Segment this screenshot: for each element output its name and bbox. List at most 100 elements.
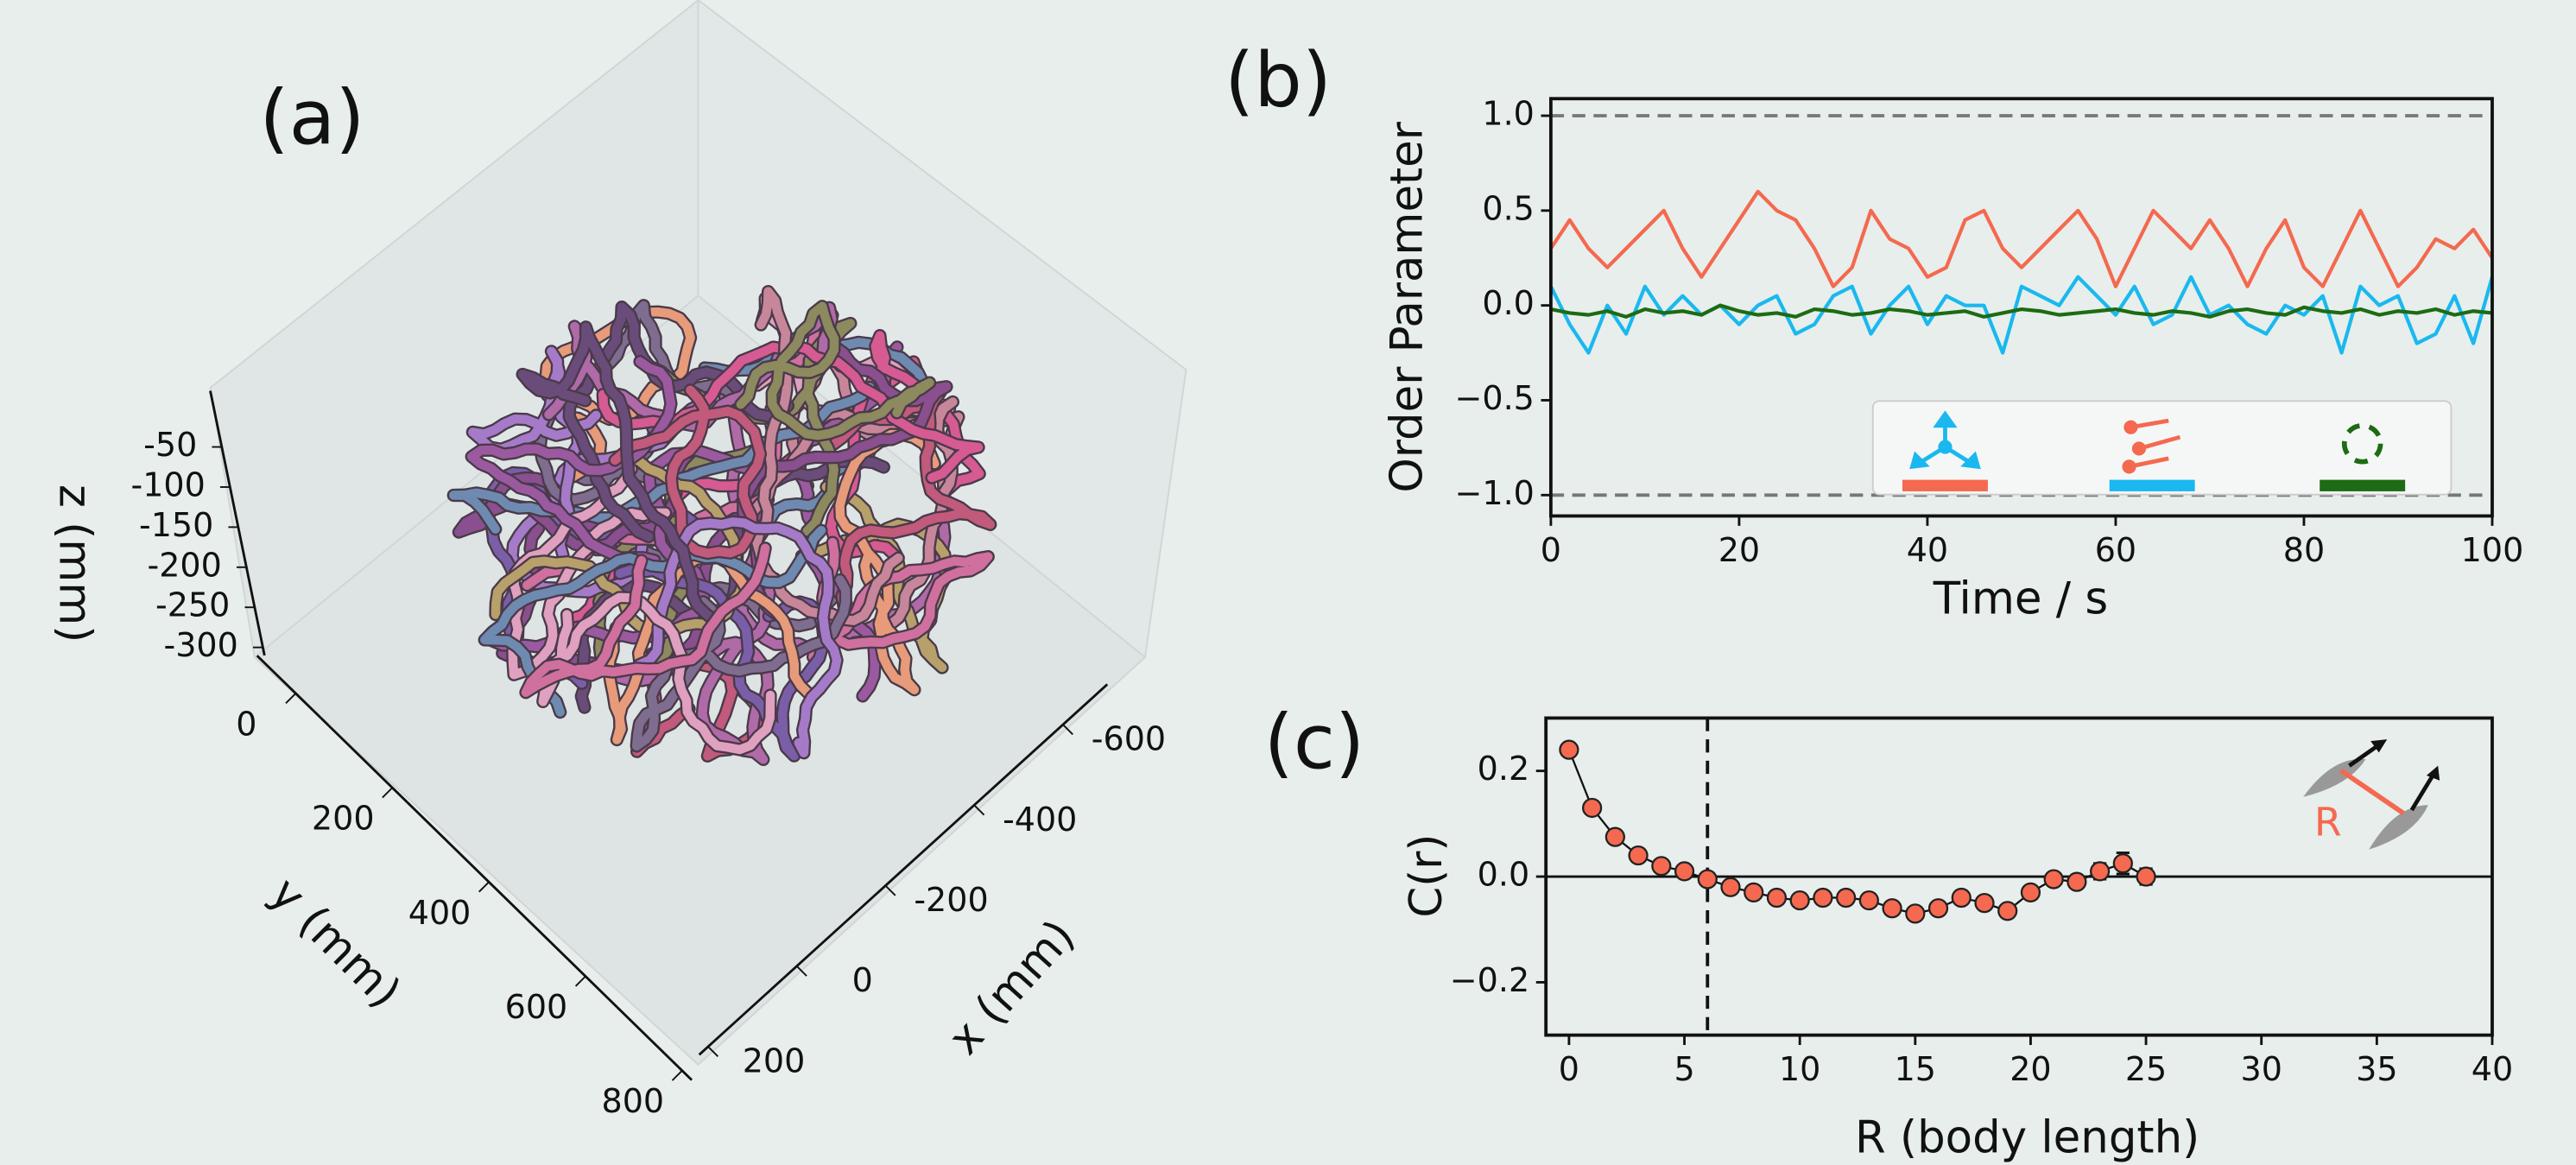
data-point — [1905, 903, 1926, 924]
trajectory — [521, 543, 770, 698]
tick-mark — [382, 787, 393, 799]
tick-mark — [884, 884, 896, 896]
x-tick-label: 40 — [1907, 531, 1948, 569]
data-point — [1813, 887, 1833, 909]
panel-label: (a) — [260, 74, 365, 162]
x-tick-label: 40 — [2472, 1050, 2513, 1088]
y-axis — [256, 655, 693, 1081]
x-tick-label: -600 — [1092, 720, 1166, 758]
y-tick-label: 400 — [408, 894, 472, 932]
trajectory — [736, 301, 934, 440]
y-tick-label: −0.5 — [1455, 379, 1535, 417]
x-tick-label: 20 — [2010, 1050, 2051, 1088]
series-line — [1549, 189, 2494, 288]
x-tick-label: 35 — [2356, 1050, 2397, 1088]
z-tick-label: -150 — [139, 506, 213, 544]
data-point — [2136, 866, 2156, 887]
data-point — [2066, 871, 2087, 892]
fish-shape — [2303, 758, 2366, 797]
trajectory — [748, 397, 958, 630]
trajectory — [752, 287, 903, 625]
y-axis-label: y (mm) — [260, 868, 411, 1019]
x-tick-label: -200 — [914, 881, 988, 919]
x-tick-label: 0 — [852, 961, 873, 999]
panel-label: (b) — [1225, 36, 1332, 124]
tick-mark — [973, 804, 985, 816]
data-point — [1766, 887, 1788, 909]
legend-swatch — [1902, 479, 1988, 491]
x-axis-label: x (mm) — [939, 910, 1085, 1065]
connecting-line — [1567, 749, 2147, 915]
data-point — [1604, 826, 1625, 847]
inset-label: R — [2314, 800, 2342, 845]
y-axis-label: C(r) — [1401, 834, 1453, 918]
icon-disorder — [1909, 410, 1981, 470]
data-point — [1789, 890, 1810, 911]
y-tick-label: 0.5 — [1482, 189, 1534, 227]
x-tick-label: 100 — [2461, 531, 2524, 569]
y-tick-label: −0.2 — [1450, 961, 1529, 999]
y-tick-label: −1.0 — [1455, 474, 1535, 512]
data-point — [1582, 797, 1603, 819]
y-tick-label: 200 — [312, 800, 375, 838]
x-tick-label: 0 — [1541, 531, 1561, 569]
z-tick-label: -250 — [155, 586, 230, 624]
tick-mark — [1062, 724, 1073, 736]
tick-mark — [671, 1070, 683, 1081]
data-point — [1720, 877, 1741, 897]
data-point — [1951, 887, 1972, 909]
distance-line — [2339, 768, 2405, 816]
y-tick-label: 0.0 — [1482, 284, 1534, 322]
x-tick-label: 5 — [1674, 1050, 1694, 1088]
y-tick-label: 1.0 — [1482, 95, 1534, 133]
arrow-head — [2370, 739, 2388, 753]
x-tick-label: 30 — [2241, 1050, 2282, 1088]
x-tick-label: 200 — [743, 1042, 806, 1080]
z-axis-label: z (mm) — [49, 484, 101, 643]
trajectory — [828, 387, 996, 612]
heading-arrow — [2409, 770, 2437, 812]
tick-mark — [707, 1046, 719, 1058]
icon-polar — [2122, 418, 2181, 474]
x-tick-label: 0 — [1559, 1050, 1579, 1088]
fish-shape — [2369, 805, 2428, 850]
x-tick-label: 60 — [2095, 531, 2136, 569]
data-point — [2112, 853, 2133, 874]
y-tick-label: 0 — [236, 705, 256, 743]
z-tick-label: -100 — [130, 465, 205, 503]
data-point — [2020, 882, 2041, 902]
data-point — [2090, 861, 2111, 882]
x-axis-label: Time / s — [1933, 573, 2108, 624]
z-tick-label: -300 — [164, 626, 238, 664]
legend-swatch — [2320, 479, 2406, 491]
x-tick-label: -400 — [1003, 801, 1077, 839]
y-axis-label: Order Parameter — [1381, 121, 1433, 492]
trajectory — [517, 322, 719, 625]
data-point — [1858, 890, 1879, 911]
data-point — [1697, 869, 1718, 890]
panel-label: (c) — [1264, 699, 1364, 787]
y-tick-label: 800 — [602, 1082, 665, 1120]
data-point — [1927, 898, 1949, 919]
x-tick-label: 80 — [2283, 531, 2325, 569]
z-tick-label: -200 — [147, 546, 221, 584]
x-tick-label: 10 — [1779, 1050, 1820, 1088]
trajectory — [466, 357, 676, 566]
trajectories — [446, 284, 997, 767]
data-point — [1882, 898, 1902, 919]
legend-box — [1871, 400, 2453, 496]
y-tick-label: 0.0 — [1478, 856, 1529, 894]
y-tick-label: 600 — [505, 988, 568, 1026]
data-point — [1651, 856, 1672, 877]
x-axis-label: R (body length) — [1855, 1111, 2199, 1163]
icon-milling — [2341, 422, 2383, 465]
trajectory — [491, 452, 749, 635]
x-tick-label: 25 — [2125, 1050, 2167, 1088]
inset-icon: R — [2303, 739, 2440, 850]
z-axis — [209, 390, 266, 656]
plot-frame — [1548, 97, 2494, 518]
legend-swatch — [2109, 479, 2195, 491]
data-point — [1674, 861, 1695, 882]
